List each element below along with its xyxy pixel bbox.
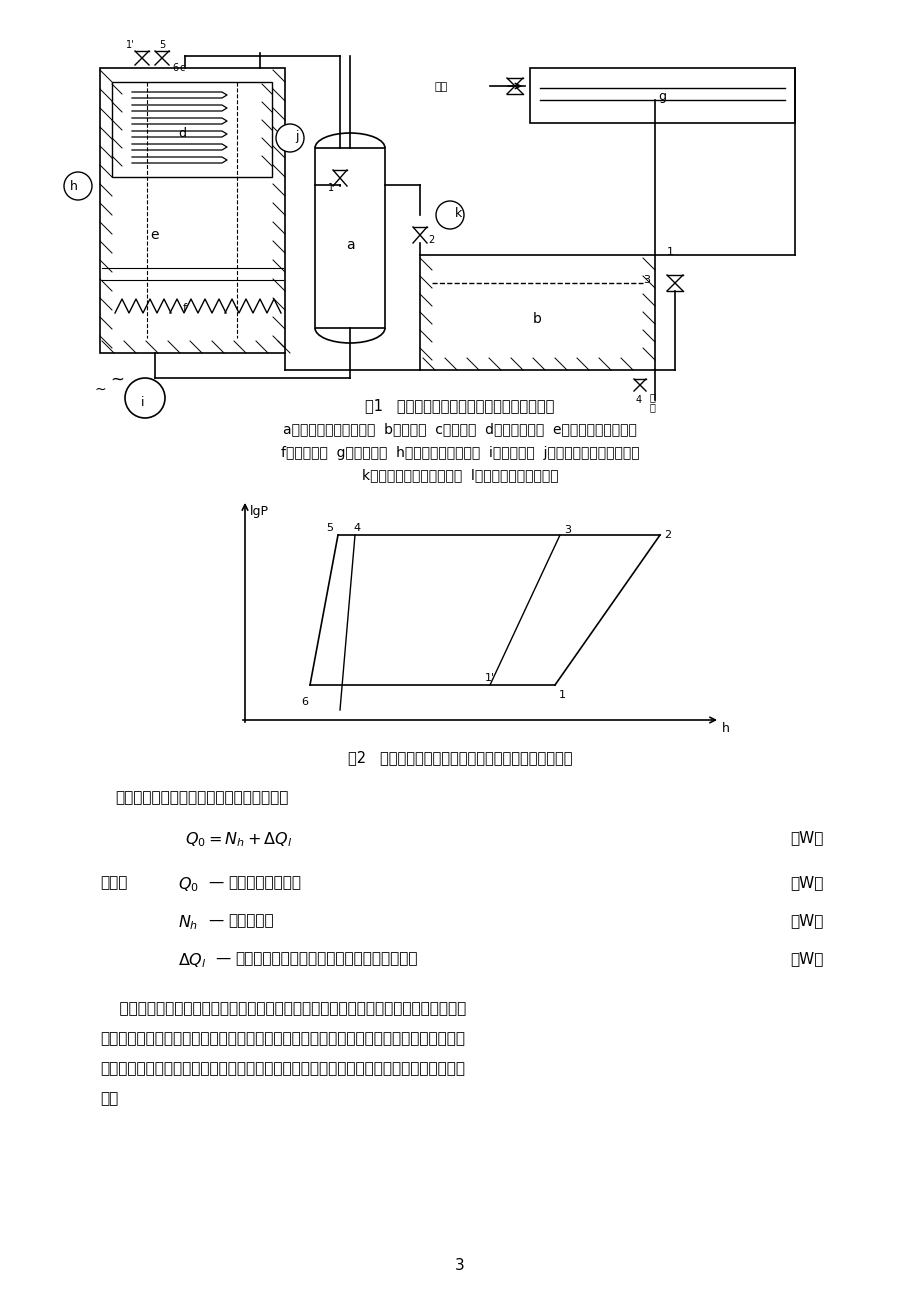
Text: 3: 3 <box>642 275 650 285</box>
Circle shape <box>125 378 165 418</box>
Text: 6: 6 <box>301 697 308 707</box>
Text: 2: 2 <box>664 530 670 540</box>
Text: a、全封闭式制冷压缩机  b、冷凝器  c、节流阀  d、蒸发器盘管  e、第二制冷剂量热器: a、全封闭式制冷压缩机 b、冷凝器 c、节流阀 d、蒸发器盘管 e、第二制冷剂量… <box>283 422 636 436</box>
Text: 蒸发器盘管制冷量即为制冷压缩机的制冷量。若实际的试验工况和规定工况有些差异，根据: 蒸发器盘管制冷量即为制冷压缩机的制冷量。若实际的试验工况和规定工况有些差异，根据 <box>100 1031 464 1046</box>
Text: （W）: （W） <box>789 950 823 966</box>
Text: 当系统处于热平衡时，其热平衡方程式为：: 当系统处于热平衡时，其热平衡方程式为： <box>115 790 288 805</box>
Text: 排: 排 <box>650 392 655 402</box>
Text: 1: 1 <box>559 690 565 700</box>
Text: —: — <box>208 875 223 891</box>
Text: h: h <box>721 723 729 736</box>
Text: $Q_0 = N_h + \Delta Q_l$: $Q_0 = N_h + \Delta Q_l$ <box>185 829 292 849</box>
Text: —: — <box>208 913 223 928</box>
Text: 1: 1 <box>328 184 334 193</box>
Text: 第二制冷剂量热器的热损失（外界传入为正）: 第二制冷剂量热器的热损失（外界传入为正） <box>234 950 417 966</box>
Circle shape <box>276 124 303 152</box>
Text: （W）: （W） <box>789 829 823 845</box>
Text: 制冷压缩机制冷量的定义，用以下的公式求得全封闭式制冷压缩机在规定试验工况下的制冷: 制冷压缩机制冷量的定义，用以下的公式求得全封闭式制冷压缩机在规定试验工况下的制冷 <box>100 1061 464 1075</box>
Text: 2: 2 <box>427 234 434 245</box>
Text: 式中：: 式中： <box>100 875 127 891</box>
Text: $N_h$: $N_h$ <box>177 913 199 932</box>
Text: 5: 5 <box>159 40 165 49</box>
Text: k: k <box>455 207 461 220</box>
Text: f: f <box>183 303 187 312</box>
Circle shape <box>436 201 463 229</box>
Text: 3: 3 <box>563 525 571 535</box>
Text: 1': 1' <box>484 673 494 684</box>
Text: 水: 水 <box>650 402 655 411</box>
Text: g: g <box>657 90 665 103</box>
Text: 3: 3 <box>455 1258 464 1273</box>
Text: e: e <box>151 228 159 242</box>
Text: d: d <box>177 128 186 141</box>
Text: 1: 1 <box>666 247 674 256</box>
Text: 1': 1' <box>126 40 134 49</box>
Text: c: c <box>180 62 185 73</box>
Bar <box>529 68 794 122</box>
Text: i: i <box>141 396 144 409</box>
Text: b: b <box>532 312 541 326</box>
Text: 6: 6 <box>172 62 178 73</box>
Text: k、制冷压缩机排气压力表  l、冷凝压力水量调节阀: k、制冷压缩机排气压力表 l、冷凝压力水量调节阀 <box>361 467 558 482</box>
Text: ~: ~ <box>110 371 124 389</box>
Text: 4: 4 <box>353 523 359 533</box>
Text: j: j <box>295 130 298 143</box>
Text: （W）: （W） <box>789 913 823 928</box>
Text: f、电加热管  g、静压水箱  h、第二制冷剂压力表  i、电功率表  j、制冷压缩机吸气压力表: f、电加热管 g、静压水箱 h、第二制冷剂压力表 i、电功率表 j、制冷压缩机吸… <box>280 447 639 460</box>
Text: 电加热功率: 电加热功率 <box>228 913 273 928</box>
Text: $Q_0$: $Q_0$ <box>177 875 199 893</box>
Text: lgP: lgP <box>250 505 268 518</box>
Bar <box>112 82 272 177</box>
Text: 4: 4 <box>635 395 641 405</box>
Text: 图1   全封闭式制冷压缩机性能试验装置系统图: 图1 全封闭式制冷压缩机性能试验装置系统图 <box>365 398 554 413</box>
Text: ~: ~ <box>95 383 107 397</box>
Text: 图2   全封闭式制冷压缩机性能试验装置制冷系统循环图: 图2 全封闭式制冷压缩机性能试验装置制冷系统循环图 <box>347 750 572 766</box>
Text: 蒸发器盘管制冷量: 蒸发器盘管制冷量 <box>228 875 301 891</box>
Text: $\Delta Q_l$: $\Delta Q_l$ <box>177 950 207 970</box>
Text: 进水: 进水 <box>435 82 448 92</box>
Text: 5: 5 <box>325 523 333 533</box>
Bar <box>314 148 384 328</box>
Bar <box>420 255 654 370</box>
Text: a: a <box>346 238 354 253</box>
Text: h: h <box>70 180 78 193</box>
Text: 当实际试验工况与规定的试验工况相一致，以及实际供电频率和规定电网频率一致时，: 当实际试验工况与规定的试验工况相一致，以及实际供电频率和规定电网频率一致时， <box>100 1001 466 1016</box>
Text: —: — <box>215 950 230 966</box>
Circle shape <box>64 172 92 201</box>
Text: 量。: 量。 <box>100 1091 119 1105</box>
Bar <box>100 68 285 353</box>
Text: （W）: （W） <box>789 875 823 891</box>
